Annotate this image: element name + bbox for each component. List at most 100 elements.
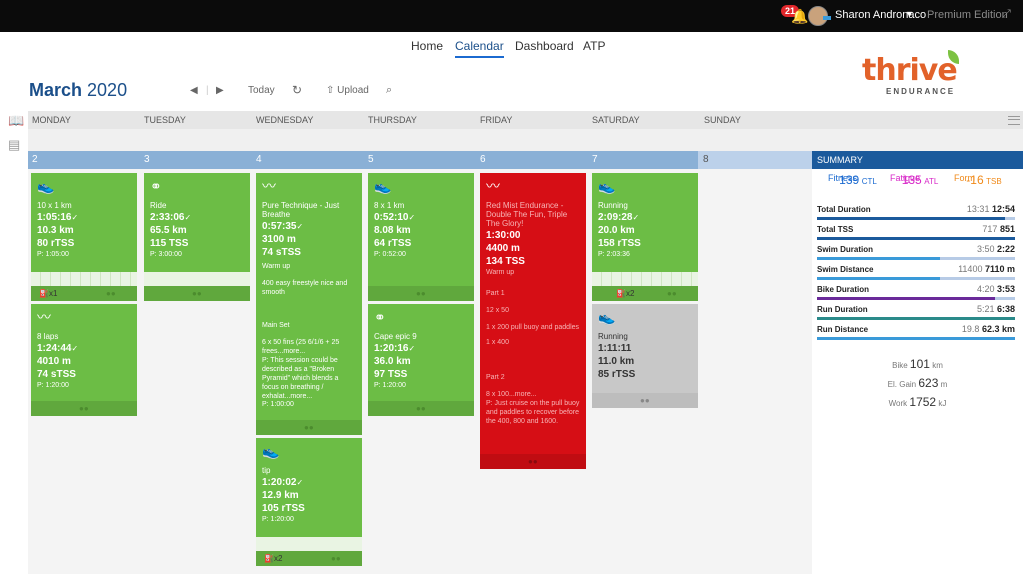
today-button[interactable]: Today xyxy=(248,85,275,96)
workout-card[interactable]: ⚭ Ride 2:33:06✓ 65.5 km 115 TSS P: 3:00:… xyxy=(144,173,250,301)
workout-planned: P: 1:20:00 xyxy=(262,516,294,523)
summary-row-fill xyxy=(817,337,1015,340)
workout-title: Running xyxy=(598,332,628,341)
workout-description: 400 easy freestyle nice and smooth xyxy=(262,280,348,296)
search-icon[interactable]: ⌕ xyxy=(386,84,393,96)
leaf-icon xyxy=(948,50,959,64)
summary-row-label: Total TSS xyxy=(817,225,854,234)
fitness-metric: Fitness 139 CTL xyxy=(828,173,877,187)
fitness-metrics: Fitness 139 CTL Fatigue 135 ATL Form -16… xyxy=(812,169,1023,203)
toolbar-divider: | xyxy=(206,85,209,96)
comment-icon[interactable]: ●● xyxy=(192,289,202,298)
summary-row-bar xyxy=(817,277,1015,280)
workout-distance: 20.0 km xyxy=(598,225,635,236)
workout-description: Warm up xyxy=(486,269,515,276)
summary-row: Swim Distance 11400 7110 m xyxy=(812,263,1023,283)
top-bar: 21 🔔 Sharon Andronaco ▼ Premium Edition … xyxy=(0,0,1023,32)
workout-distance: 12.9 km xyxy=(262,490,299,501)
comment-icon[interactable]: ●● xyxy=(416,404,426,413)
workout-title: Pure Technique - Just Breathe xyxy=(262,201,340,219)
nav-home[interactable]: Home xyxy=(411,39,444,53)
summary-row-label: Run Duration xyxy=(817,305,868,314)
check-icon: ✓ xyxy=(71,213,79,222)
workout-card-missed[interactable]: 〰 Red Mist Endurance - Double The Fun, T… xyxy=(480,173,586,469)
workout-duration: 2:09:28 xyxy=(598,212,633,223)
workout-card-planned[interactable]: 👟 Running 1:11:11 11.0 km 85 rTSS ●● xyxy=(592,304,698,408)
check-icon: ✓ xyxy=(408,344,416,353)
logo: thrive ENDURANCE xyxy=(862,50,959,96)
summary-row-fill xyxy=(817,217,1006,220)
summary-panel: SUMMARY Fitness 139 CTL Fatigue 135 ATL … xyxy=(812,151,1023,574)
comment-icon[interactable]: ●● xyxy=(79,404,89,413)
date-label: 4 xyxy=(256,154,262,165)
summary-row: Total Duration 13:31 12:54 xyxy=(812,203,1023,223)
logo-text: thrive xyxy=(862,53,958,88)
workout-distance: 4010 m xyxy=(37,356,71,367)
nav-dashboard[interactable]: Dashboard xyxy=(515,39,574,53)
day-label: WEDNESDAY xyxy=(256,115,314,125)
workout-description: Warm up xyxy=(262,263,291,270)
comment-icon[interactable]: ●● xyxy=(331,554,341,563)
menu-icon[interactable] xyxy=(1008,116,1020,125)
workout-duration: 0:57:35 xyxy=(262,221,297,232)
workout-description: P: This session could be described as a … xyxy=(262,357,339,400)
card-footer: ⛽x1 ●● xyxy=(31,286,137,301)
chevron-down-icon[interactable]: ▼ xyxy=(905,9,914,19)
workout-title: 10 x 1 km xyxy=(37,201,72,210)
workout-card[interactable]: 〰 8 laps 1:24:44✓ 4010 m 74 sTSS P: 1:20… xyxy=(31,304,137,416)
workout-card[interactable]: ⚭ Cape epic 9 1:20:16✓ 36.0 km 97 TSS P:… xyxy=(368,304,474,416)
workout-card[interactable]: 👟 Running 2:09:28✓ 20.0 km 158 rTSS P: 2… xyxy=(592,173,698,301)
workout-tss: 74 sTSS xyxy=(37,369,76,380)
day-label: THURSDAY xyxy=(368,115,417,125)
interval-strip xyxy=(592,272,698,286)
comment-icon[interactable]: ●● xyxy=(416,289,426,298)
summary-row-bar xyxy=(817,237,1015,240)
date-label: 2 xyxy=(32,154,38,165)
check-icon: ✓ xyxy=(632,213,640,222)
expand-icon[interactable]: ⤢ xyxy=(1002,8,1011,20)
summary-row-fill xyxy=(817,237,1015,240)
workout-distance: 10.3 km xyxy=(37,225,74,236)
summary-row-value: 4:20 3:53 xyxy=(976,284,1015,294)
notebook-icon[interactable]: ▤ xyxy=(8,137,21,152)
comment-icon[interactable]: ●● xyxy=(528,457,538,466)
workout-card[interactable]: 👟 tip 1:20:02✓ 12.9 km 105 rTSS P: 1:20:… xyxy=(256,438,362,566)
workout-card[interactable]: 👟 8 x 1 km 0:52:10✓ 8.08 km 64 rTSS P: 0… xyxy=(368,173,474,301)
bike-stat: Bike 101 km xyxy=(892,357,943,371)
summary-row-value: 13:31 12:54 xyxy=(966,204,1015,214)
comment-icon[interactable]: ●● xyxy=(667,289,677,298)
workout-tss: 134 TSS xyxy=(486,256,525,267)
prev-arrow-icon[interactable]: ◀ xyxy=(190,85,198,96)
logo-tagline: ENDURANCE xyxy=(886,87,956,96)
day-label: MONDAY xyxy=(32,115,71,125)
refresh-icon[interactable]: ↻ xyxy=(292,83,303,97)
check-icon: ✓ xyxy=(71,344,79,353)
nav-atp[interactable]: ATP xyxy=(583,39,606,53)
next-arrow-icon[interactable]: ▶ xyxy=(216,85,224,96)
workout-distance: 11.0 km xyxy=(598,356,635,367)
week-band xyxy=(28,129,1023,151)
book-icon[interactable]: 📖 xyxy=(8,113,25,128)
comment-icon[interactable]: ●● xyxy=(106,289,116,298)
card-footer: ●● xyxy=(144,286,250,301)
workout-tss: 105 rTSS xyxy=(262,503,305,514)
comment-icon[interactable]: ●● xyxy=(640,396,650,405)
summary-row-bar xyxy=(817,337,1015,340)
workout-tss: 115 TSS xyxy=(150,238,189,249)
workout-card[interactable]: 〰 Pure Technique - Just Breathe 0:57:35✓… xyxy=(256,173,362,435)
summary-row-label: Run Distance xyxy=(817,325,869,334)
notification-count: 21 xyxy=(781,5,800,17)
upload-button[interactable]: ⇧ Upload xyxy=(326,85,369,96)
summary-title: SUMMARY xyxy=(812,151,1023,169)
workout-card[interactable]: 👟 10 x 1 km 1:05:16✓ 10.3 km 80 rTSS P: … xyxy=(31,173,137,301)
avatar-status-bar xyxy=(823,16,831,20)
workout-tss: 85 rTSS xyxy=(598,369,636,380)
comment-icon[interactable]: ●● xyxy=(304,423,314,432)
workout-planned: P: 1:20:00 xyxy=(374,382,406,389)
workout-tss: 158 rTSS xyxy=(598,238,641,249)
workout-title: 8 x 1 km xyxy=(374,201,405,210)
nav-calendar[interactable]: Calendar xyxy=(455,39,504,58)
run-shoe-icon: 👟 xyxy=(262,443,280,459)
summary-row-label: Total Duration xyxy=(817,205,871,214)
user-name[interactable]: Sharon Andronaco xyxy=(835,9,927,21)
